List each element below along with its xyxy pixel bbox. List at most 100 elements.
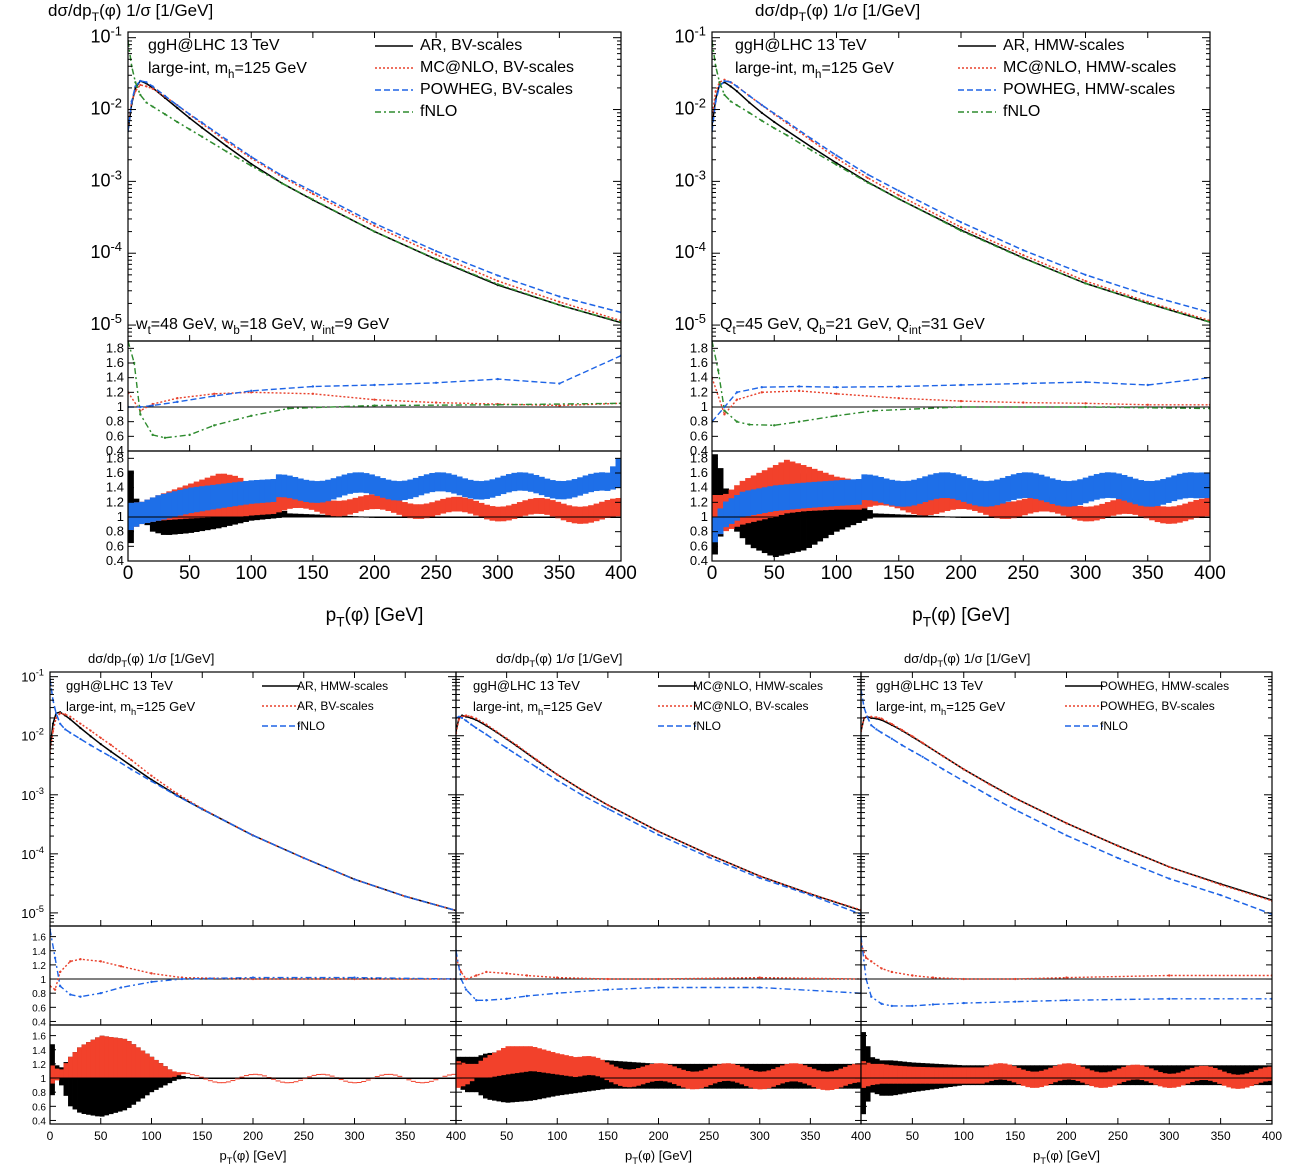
series-point	[760, 103, 763, 107]
series-point	[485, 733, 488, 736]
band-bin	[735, 1065, 740, 1083]
band-bin	[1160, 506, 1167, 524]
ratio-point	[657, 977, 660, 981]
ratio-point	[525, 974, 529, 977]
band-bin	[474, 1063, 479, 1079]
x-tick-label: 100	[954, 1129, 974, 1143]
band-bin	[870, 1063, 876, 1085]
x-tick-label: 400	[1262, 1129, 1282, 1143]
x-tick-label: 150	[1005, 1129, 1025, 1143]
series-point	[748, 94, 751, 97]
band-bin	[281, 510, 288, 518]
series-point	[373, 224, 376, 228]
series-point	[139, 83, 142, 87]
band-bin	[541, 1049, 547, 1073]
band-bin	[1029, 1071, 1035, 1088]
band-bin	[593, 503, 600, 522]
band-bin	[961, 476, 967, 502]
band-bin	[610, 498, 616, 517]
band-bin	[514, 1052, 520, 1102]
band-bin	[1027, 472, 1034, 499]
ratio-point	[760, 391, 763, 394]
legend-label: fNLO	[420, 103, 457, 120]
band-bin	[726, 1063, 731, 1081]
x-tick-label: 300	[750, 1129, 770, 1143]
band-bin	[311, 1074, 317, 1076]
band-bin	[975, 1067, 981, 1084]
band-bin	[221, 483, 227, 508]
band-bin	[789, 474, 796, 554]
series-point	[729, 85, 732, 88]
band-bin	[528, 1053, 533, 1101]
band-bin	[1144, 1066, 1150, 1082]
legend-label: POWHEG, HMW-scales	[1003, 81, 1175, 98]
ratio-point	[434, 381, 438, 384]
band-bin	[933, 494, 940, 514]
ratio-tick-label: 1	[40, 1074, 46, 1085]
band-bin	[1208, 1066, 1214, 1081]
band-bin	[226, 482, 233, 507]
ratio-point	[870, 995, 873, 998]
band-bin	[286, 488, 293, 509]
ratio-point	[99, 960, 102, 963]
series-point	[495, 730, 498, 733]
series-point	[495, 740, 498, 743]
band-bin	[329, 1075, 335, 1077]
band-bin	[415, 1081, 421, 1083]
x-tick-label: 100	[141, 1129, 161, 1143]
band-bin	[938, 493, 945, 513]
ratio-tick-label: 1.4	[690, 370, 708, 385]
series-point	[773, 127, 776, 130]
series-point	[1084, 282, 1087, 285]
ratio-tick-label: 0.8	[106, 524, 124, 539]
band-bin	[289, 1082, 294, 1084]
band-bin	[505, 1051, 511, 1103]
x-tick-label: 300	[1070, 563, 1102, 584]
band-bin	[784, 1064, 790, 1083]
band-bin	[275, 489, 282, 513]
x-tick-label: 350	[1132, 563, 1164, 584]
band-bin	[1021, 498, 1028, 516]
band-bin	[418, 476, 425, 496]
band-bin	[767, 486, 774, 512]
y-tick-label: 10-3	[21, 786, 44, 803]
ratio-band-band_red	[456, 1046, 861, 1091]
x-tick-label: 350	[395, 1129, 415, 1143]
band-bin	[929, 1067, 935, 1084]
band-bin	[308, 480, 315, 503]
series-point	[866, 176, 869, 179]
band-bin	[347, 499, 353, 515]
ratio-line-powheg	[128, 355, 621, 408]
series-point	[1146, 294, 1149, 297]
series-point	[1219, 883, 1222, 886]
band-bin	[280, 1081, 285, 1083]
band-bin	[374, 1076, 380, 1078]
band-bin	[999, 477, 1006, 504]
band-bin	[298, 1079, 304, 1081]
x-tick-label: 300	[344, 1129, 364, 1143]
band-bin	[1198, 472, 1205, 499]
series-point	[311, 192, 314, 195]
band-bin	[933, 515, 940, 517]
band-bin	[144, 1053, 150, 1079]
band-bin	[484, 504, 490, 520]
x-axis-title: pT(φ) [GeV]	[220, 1148, 287, 1166]
band-bin	[894, 480, 901, 507]
series-point	[773, 120, 776, 124]
band-bin	[783, 475, 790, 555]
ratio-point	[797, 420, 801, 423]
band-bin	[1039, 1070, 1045, 1088]
band-bin	[81, 1044, 87, 1114]
ratio-band-band_blue	[128, 458, 621, 531]
band-bin	[212, 1081, 218, 1083]
band-bin	[467, 499, 474, 514]
ratio-line-mcatnlo	[50, 958, 456, 991]
band-bin	[844, 492, 851, 528]
series-point	[556, 773, 559, 776]
band-bin	[591, 1056, 596, 1076]
band-bin	[522, 472, 529, 491]
ratio-tick-label: 0.8	[106, 414, 124, 429]
band-bin	[676, 1068, 682, 1086]
ratio-point	[911, 1004, 914, 1008]
band-bin	[807, 1066, 812, 1086]
